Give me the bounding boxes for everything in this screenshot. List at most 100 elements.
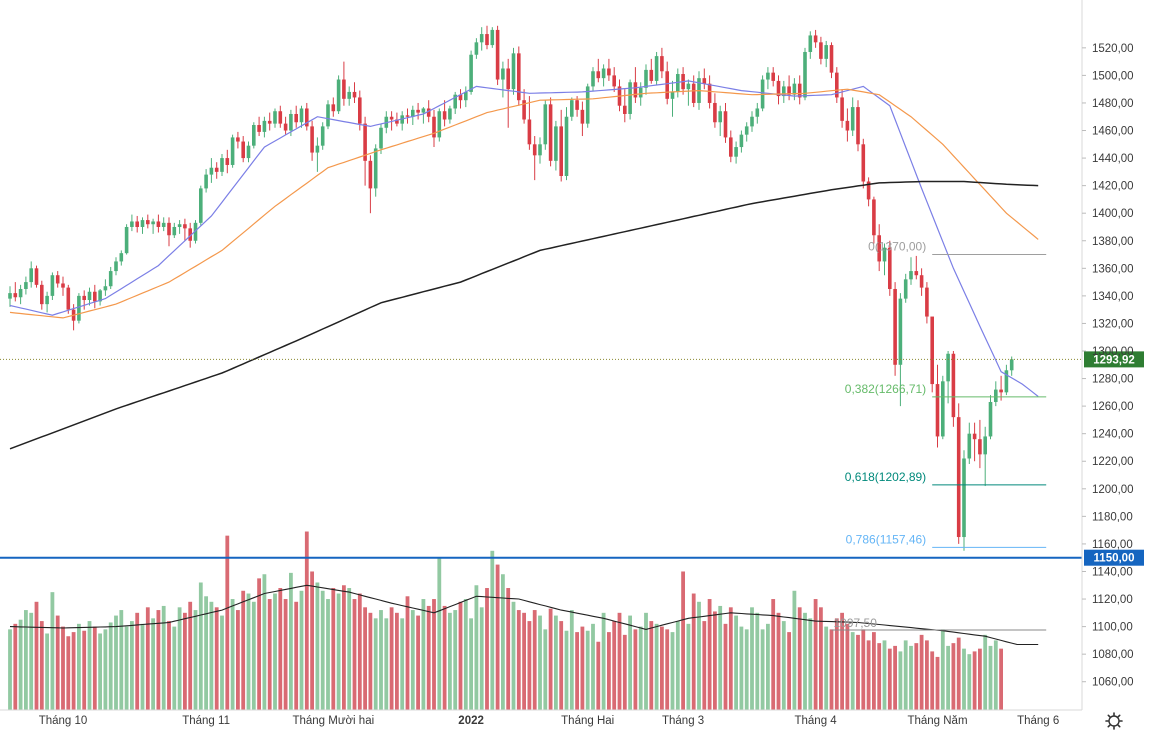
- candle-body: [856, 107, 860, 145]
- candle-body: [548, 104, 553, 161]
- candle-body: [347, 91, 351, 99]
- candle-body: [808, 35, 813, 52]
- volume-bar: [474, 585, 479, 710]
- volume-bar: [77, 623, 81, 710]
- volume-bar: [914, 643, 919, 710]
- candle-body: [161, 222, 166, 227]
- volume-bar: [167, 621, 171, 710]
- candle-body: [819, 42, 823, 59]
- candle-body: [676, 74, 680, 92]
- volume-bar: [310, 571, 314, 710]
- volume-bar: [845, 623, 850, 710]
- candle-body: [670, 91, 675, 99]
- price-tick-label: 1420,00: [1092, 181, 1134, 193]
- volume-bar: [501, 574, 505, 710]
- candle-body: [278, 111, 283, 124]
- price-tick-label: 1220,00: [1092, 456, 1134, 468]
- candle-body: [570, 100, 574, 117]
- volume-bar: [373, 618, 378, 710]
- candle-body: [538, 144, 542, 156]
- volume-bar: [866, 640, 871, 710]
- price-tick-label: 1440,00: [1092, 153, 1134, 165]
- volume-bar: [161, 605, 166, 710]
- time-tick-label: Tháng 11: [182, 715, 230, 727]
- volume-bar: [352, 599, 357, 710]
- price-tick-label: 1460,00: [1092, 126, 1134, 138]
- gear-icon[interactable]: [1105, 712, 1123, 730]
- candle-body: [1009, 359, 1014, 371]
- volume-bar: [808, 618, 813, 710]
- volume-bar: [972, 651, 977, 710]
- time-tick-label: Tháng 4: [794, 715, 837, 727]
- volume-bar: [893, 645, 897, 710]
- volume-bar: [575, 632, 579, 710]
- volume-bar: [172, 626, 177, 710]
- candle-body: [437, 111, 442, 138]
- volume-bar: [877, 643, 882, 710]
- ma50-line: [9, 88, 1039, 319]
- volume-bar: [400, 618, 405, 710]
- volume-bar: [903, 640, 908, 710]
- candle-body: [114, 261, 118, 272]
- candle-body: [8, 293, 12, 299]
- volume-bar: [628, 615, 632, 710]
- volume-bar: [220, 615, 224, 710]
- price-tick-label: 1080,00: [1092, 649, 1134, 661]
- volume-bar: [262, 574, 267, 710]
- volume-bar: [781, 621, 786, 710]
- volume-bar: [405, 596, 410, 710]
- volume-bar: [978, 648, 982, 710]
- time-axis[interactable]: Tháng 10 Tháng 11 Tháng Mười hai 2022 Tháng …: [0, 709, 1082, 727]
- volume-bar: [289, 572, 293, 710]
- candle-body: [623, 105, 627, 114]
- candle-body: [225, 158, 230, 165]
- volume-bar: [257, 578, 261, 710]
- candle-body: [342, 79, 346, 99]
- volume-bar: [119, 610, 124, 710]
- price-axis[interactable]: 1150,00 1293,92 1060,00 1080,00 1100,00 1120,…: [1081, 0, 1144, 710]
- candle-body: [336, 79, 341, 112]
- volume-bar: [379, 610, 383, 710]
- candle-body: [13, 293, 18, 298]
- price-tick-label: 1520,00: [1092, 43, 1134, 55]
- candle-body: [474, 42, 479, 55]
- candle-body: [363, 123, 367, 161]
- candle-body: [18, 288, 23, 298]
- volume-bar: [887, 648, 892, 710]
- candle-body: [850, 107, 855, 131]
- candle-body: [744, 126, 749, 135]
- candle-body: [729, 137, 733, 157]
- candle-body: [124, 226, 129, 254]
- candle-body: [988, 401, 993, 437]
- price-tick-label: 1380,00: [1092, 236, 1134, 248]
- volume-bar: [246, 593, 251, 710]
- candle-body: [464, 91, 468, 101]
- candle-body: [660, 56, 664, 72]
- price-tick-label: 1320,00: [1092, 318, 1134, 330]
- candle-body: [331, 104, 336, 112]
- support-price-label: 1150,00: [1094, 553, 1135, 565]
- candle-body: [527, 119, 532, 145]
- volume-bar: [490, 550, 495, 710]
- volume-bar: [437, 557, 442, 710]
- candle-body: [220, 158, 224, 172]
- candle-body: [596, 71, 601, 79]
- candle-body: [909, 271, 913, 280]
- candle-body: [405, 115, 410, 117]
- candle-body: [935, 384, 940, 437]
- candle-body: [532, 144, 537, 156]
- volume-bar: [188, 601, 193, 710]
- volume-bar: [776, 612, 781, 710]
- price-tick-label: 1300,00: [1092, 346, 1134, 358]
- candle-body: [835, 72, 839, 98]
- volume-ma-line: [9, 584, 1039, 646]
- volume-bar: [251, 601, 256, 710]
- volume-bar: [665, 629, 670, 710]
- candle-body: [495, 29, 500, 80]
- candle-body: [93, 291, 97, 302]
- candle-body: [983, 436, 987, 455]
- volume-bar: [797, 607, 802, 710]
- candle-body: [787, 86, 791, 95]
- volume-bar: [909, 645, 913, 710]
